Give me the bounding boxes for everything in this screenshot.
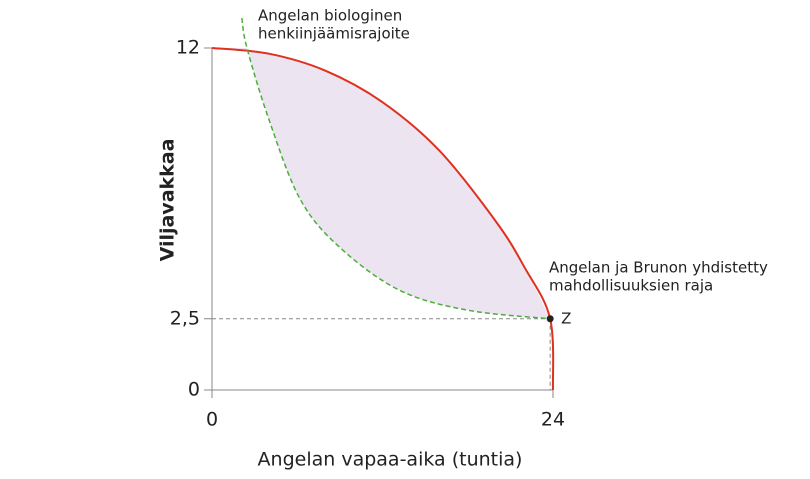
x-axis-label: Angelan vapaa-aika (tuntia): [258, 449, 523, 471]
curve: [241, 17, 551, 320]
curve: [211, 47, 555, 391]
curve-label: Angelan biologinen: [258, 7, 402, 25]
shaded-area: [212, 48, 551, 319]
y-tick-label: 0: [188, 379, 200, 401]
curve-label: Angelan ja Brunon yhdistetty: [549, 259, 768, 277]
x-tick-label: 0: [206, 409, 218, 431]
curve-label: mahdollisuuksien raja: [549, 277, 713, 295]
curve-label: henkiinjäämisrajoite: [258, 25, 410, 43]
point-z: [546, 315, 554, 323]
y-tick-label: 2,5: [170, 307, 200, 329]
y-axis-label: Viljavakkaa: [157, 139, 179, 262]
point-label: Z: [561, 309, 571, 327]
y-tick-label: 12: [176, 37, 200, 59]
x-tick-label: 24: [541, 409, 565, 431]
